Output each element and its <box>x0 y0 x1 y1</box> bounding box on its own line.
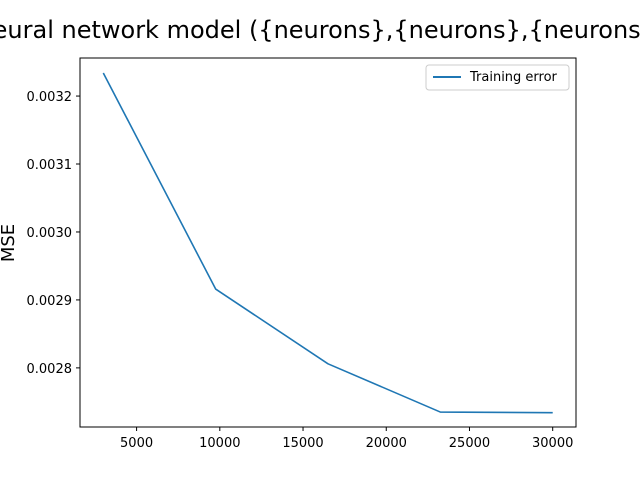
legend-label-training-error: Training error <box>469 70 558 85</box>
y-axis-label: MSE <box>0 224 19 262</box>
x-tick-label: 10000 <box>199 436 240 451</box>
x-tick-label: 25000 <box>449 436 490 451</box>
x-tick-label: 5000 <box>120 436 153 451</box>
x-tick-label: 20000 <box>366 436 407 451</box>
y-tick-label: 0.0032 <box>27 90 73 105</box>
y-tick-label: 0.0031 <box>27 158 73 173</box>
y-tick-label: 0.0028 <box>27 362 73 377</box>
y-tick-label: 0.0030 <box>27 226 73 241</box>
x-tick-label: 15000 <box>282 436 323 451</box>
x-tick-label: 30000 <box>532 436 573 451</box>
chart-title: Neural network model ({neurons},{neurons… <box>0 16 640 44</box>
y-tick-label: 0.0029 <box>27 294 73 309</box>
plot-frame <box>79 57 577 428</box>
legend: Training error <box>425 64 570 91</box>
legend-box <box>425 64 570 91</box>
